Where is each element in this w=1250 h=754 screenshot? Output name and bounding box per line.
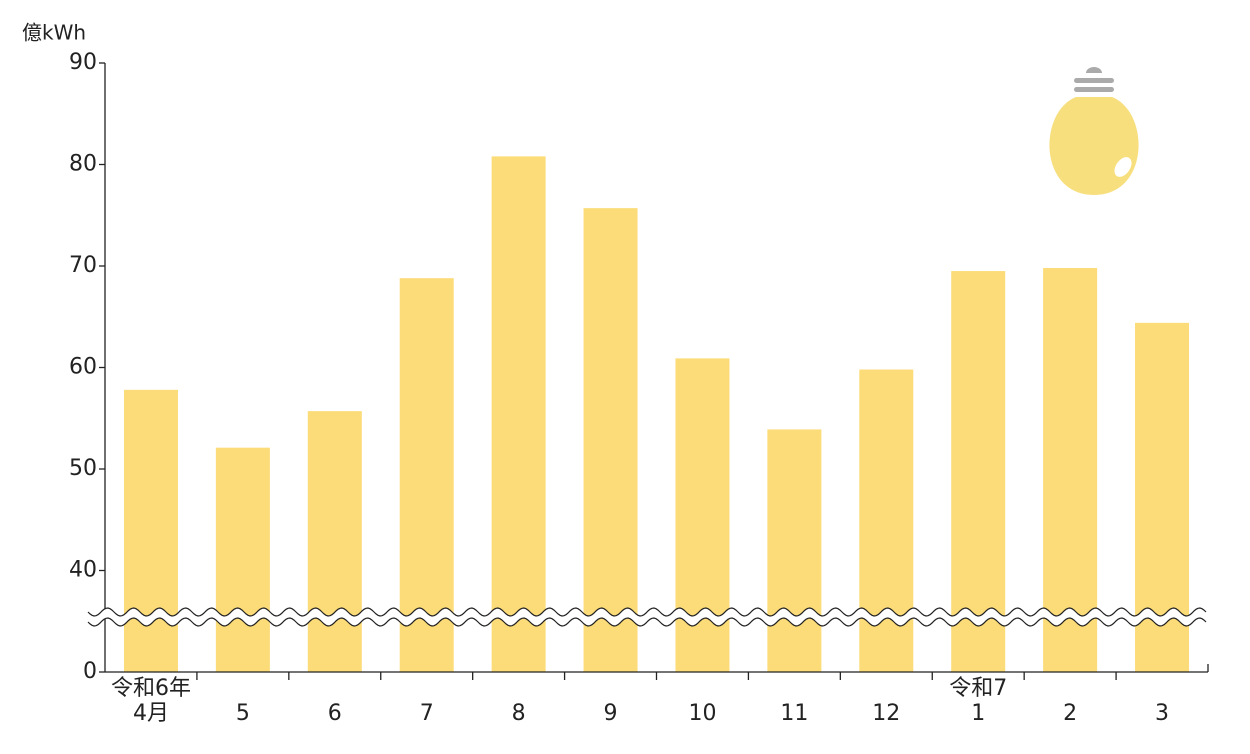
x-tick-label: 5 bbox=[236, 701, 250, 726]
category-group-label: 令和7 bbox=[949, 676, 1007, 701]
x-tick-label: 12 bbox=[872, 701, 900, 726]
lightbulb-icon bbox=[1049, 67, 1139, 195]
x-tick-label: 4月 bbox=[133, 701, 169, 726]
axis-break-line bbox=[87, 617, 1207, 627]
bar bbox=[215, 447, 270, 672]
x-tick-label: 3 bbox=[1155, 701, 1169, 726]
y-axis-label: 億kWh bbox=[22, 21, 86, 45]
category-group-label: 令和6年 bbox=[111, 676, 191, 701]
y-tick-label: 90 bbox=[69, 50, 97, 75]
bar bbox=[491, 156, 546, 672]
bar bbox=[307, 411, 362, 672]
axis-break-band bbox=[88, 608, 1206, 626]
x-tick-label: 7 bbox=[420, 701, 434, 726]
y-tick-label: 50 bbox=[69, 456, 97, 481]
x-tick-label: 1 bbox=[971, 701, 985, 726]
bar bbox=[123, 389, 178, 672]
x-tick-label: 11 bbox=[780, 701, 808, 726]
x-tick-label: 8 bbox=[512, 701, 526, 726]
x-tick-label: 10 bbox=[688, 701, 716, 726]
bar bbox=[951, 271, 1006, 672]
y-tick-label: 70 bbox=[69, 253, 97, 278]
y-tick-label: 80 bbox=[69, 152, 97, 177]
x-tick-label: 9 bbox=[604, 701, 618, 726]
bar bbox=[767, 429, 822, 672]
x-tick-label: 2 bbox=[1063, 701, 1077, 726]
x-tick-label: 6 bbox=[328, 701, 342, 726]
y-tick-label: 60 bbox=[69, 355, 97, 380]
bar bbox=[399, 278, 454, 672]
y-tick-label: 40 bbox=[69, 558, 97, 583]
bar bbox=[583, 208, 638, 672]
axis-break-line bbox=[87, 607, 1207, 617]
bar bbox=[1043, 268, 1098, 672]
y-tick-label: 0 bbox=[83, 659, 97, 684]
bar bbox=[859, 369, 914, 672]
